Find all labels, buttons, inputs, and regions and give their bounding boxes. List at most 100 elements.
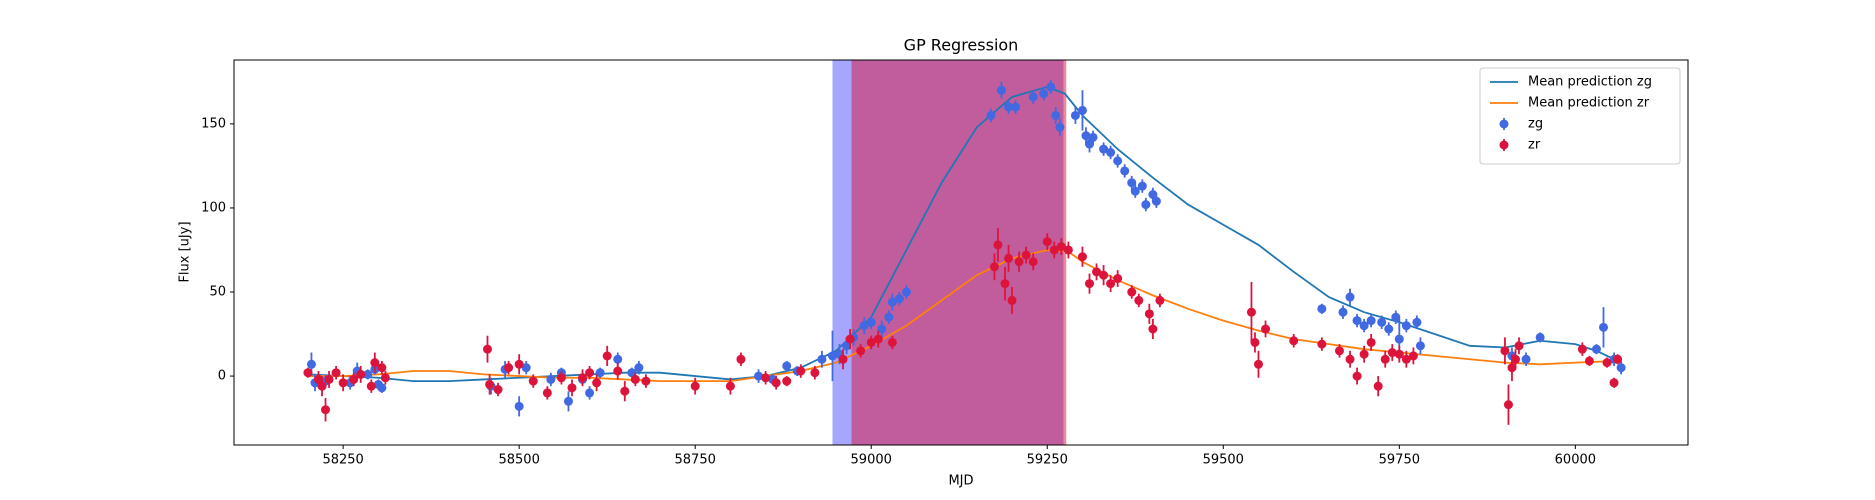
data-point: [1387, 348, 1397, 358]
data-point: [1415, 341, 1425, 351]
data-point: [1317, 339, 1327, 349]
data-point: [1345, 354, 1355, 364]
data-point: [556, 373, 566, 383]
data-point: [736, 354, 746, 364]
data-point: [514, 359, 524, 369]
data-point: [321, 405, 331, 415]
data-point: [866, 337, 876, 347]
x-tick-label: 58500: [498, 453, 539, 468]
data-point: [1613, 354, 1623, 364]
data-point: [782, 376, 792, 386]
mean-line: [307, 249, 1618, 383]
data-point: [1599, 322, 1609, 332]
legend: Mean prediction zg Mean prediction zr zg zr: [1479, 67, 1681, 165]
data-point: [1063, 245, 1073, 255]
data-point: [504, 363, 514, 373]
x-tick-label: 58250: [322, 453, 363, 468]
data-point: [313, 374, 323, 384]
data-point: [1049, 245, 1059, 255]
data-point: [1081, 131, 1091, 141]
data-point: [1004, 102, 1014, 112]
data-point: [754, 371, 764, 381]
x-tick-label: 59500: [1203, 453, 1244, 468]
data-point: [641, 376, 651, 386]
legend-label: zr: [1528, 138, 1541, 153]
data-point: [1028, 92, 1038, 102]
data-point: [884, 312, 894, 322]
x-tick-label: 59000: [851, 453, 892, 468]
data-point: [514, 401, 524, 411]
y-tick-label: 100: [201, 200, 226, 215]
data-point: [1394, 334, 1404, 344]
data-point: [859, 321, 869, 331]
y-tick-label: 0: [218, 369, 226, 384]
y-tick-label: 150: [201, 116, 226, 131]
data-point: [1289, 336, 1299, 346]
data-point: [1155, 295, 1165, 305]
data-point: [817, 354, 827, 364]
data-point: [1137, 181, 1147, 191]
data-point: [1113, 274, 1123, 284]
data-point: [592, 378, 602, 388]
axes-frame: [233, 59, 1689, 446]
data-point: [627, 368, 637, 378]
data-point: [1500, 346, 1510, 356]
data-point: [1334, 346, 1344, 356]
data-point: [338, 378, 348, 388]
data-point: [1412, 317, 1422, 327]
data-point: [1521, 354, 1531, 364]
data-point: [1591, 344, 1601, 354]
data-point: [782, 361, 792, 371]
data-point: [1007, 295, 1017, 305]
data-point: [1134, 295, 1144, 305]
data-point: [317, 381, 327, 391]
data-point: [377, 363, 387, 373]
data-point: [1359, 321, 1369, 331]
data-point: [528, 376, 538, 386]
data-point: [1503, 400, 1513, 410]
data-point: [1056, 242, 1066, 252]
data-point: [1077, 105, 1087, 115]
data-point: [602, 351, 612, 361]
data-point: [725, 381, 735, 391]
data-point: [306, 359, 316, 369]
data-point: [1380, 354, 1390, 364]
data-point: [585, 368, 595, 378]
data-point: [1106, 279, 1116, 289]
data-point: [771, 378, 781, 388]
data-point: [1000, 279, 1010, 289]
data-point: [810, 368, 820, 378]
data-point: [1317, 304, 1327, 314]
data-point: [377, 383, 387, 393]
data-point: [585, 388, 595, 398]
data-point: [901, 287, 911, 297]
legend-label: zg: [1528, 117, 1543, 132]
data-point: [546, 374, 556, 384]
data-point: [1584, 356, 1594, 366]
data-point: [796, 366, 806, 376]
data-point: [620, 386, 630, 396]
data-point: [567, 383, 577, 393]
legend-box: [1479, 67, 1681, 165]
data-point: [856, 346, 866, 356]
data-point: [1120, 166, 1130, 176]
data-point: [370, 358, 380, 368]
data-point: [493, 385, 503, 395]
data-point: [887, 337, 897, 347]
data-point: [1616, 363, 1626, 373]
data-point: [1021, 250, 1031, 260]
data-point: [1092, 267, 1102, 277]
data-point: [690, 381, 700, 391]
data-point: [1113, 156, 1123, 166]
legend-label: Mean prediction zg: [1528, 75, 1652, 90]
data-point: [827, 351, 837, 361]
data-point: [521, 363, 531, 373]
data-point: [842, 341, 852, 351]
data-point: [366, 381, 376, 391]
data-point: [1127, 287, 1137, 297]
data-point: [1085, 279, 1095, 289]
data-point: [380, 373, 390, 383]
legend-marker: [1499, 140, 1509, 150]
data-point: [1246, 307, 1256, 317]
data-point: [993, 240, 1003, 250]
